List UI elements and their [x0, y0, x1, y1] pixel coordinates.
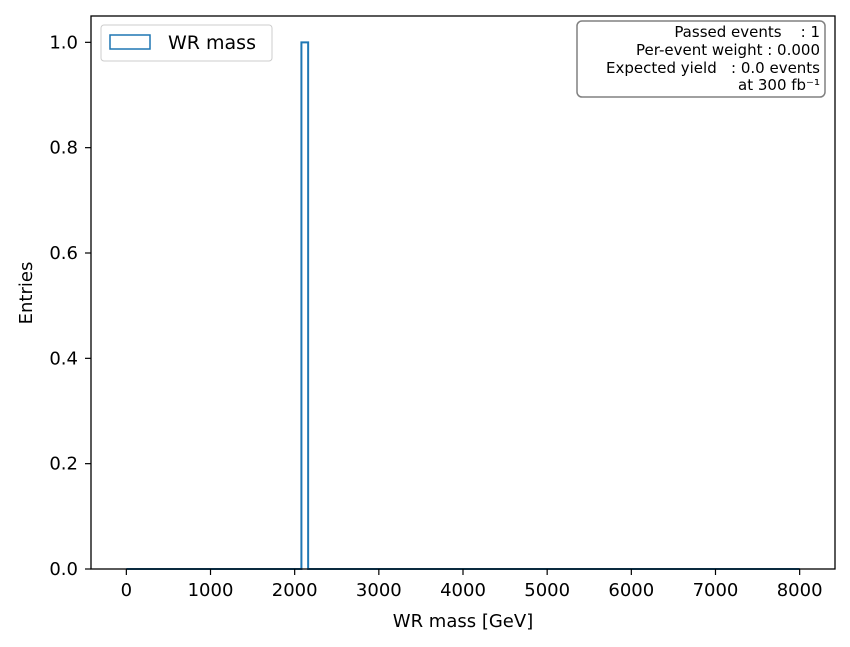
legend-swatch — [109, 34, 151, 50]
x-tick-label: 0 — [121, 580, 132, 601]
y-axis-label: Entries — [16, 262, 37, 325]
x-tick-label: 3000 — [356, 580, 402, 601]
legend-entry-label: WR mass — [168, 32, 256, 54]
x-tick-label: 1000 — [188, 580, 234, 601]
y-tick-label: 0.2 — [49, 454, 78, 475]
x-tick-label: 7000 — [693, 580, 739, 601]
info-box-frame — [576, 20, 826, 98]
x-tick-label: 5000 — [524, 580, 570, 601]
legend: WR mass — [100, 24, 273, 62]
x-tick-label: 2000 — [272, 580, 318, 601]
y-tick-label: 0.6 — [49, 243, 78, 264]
y-tick-label: 0.8 — [49, 138, 78, 159]
x-axis-label: WR mass [GeV] — [393, 611, 533, 632]
info-line-expected-yield: Expected yield : 0.0 events — [606, 59, 820, 77]
x-tick-label: 6000 — [608, 580, 654, 601]
y-tick-label: 0.4 — [49, 348, 78, 369]
y-tick-label: 1.0 — [49, 32, 78, 53]
x-tick-label: 4000 — [440, 580, 486, 601]
x-axis-ticks: 0 1000 2000 3000 4000 5000 6000 7000 8000 — [121, 569, 823, 601]
legend-frame — [100, 24, 273, 62]
info-line-per-event-weight: Per-event weight : 0.000 — [636, 41, 820, 59]
y-tick-label: 0.0 — [49, 559, 78, 580]
y-axis-ticks: 0.0 0.2 0.4 0.6 0.8 1.0 — [49, 32, 91, 580]
info-box: Passed events : 1 Per-event weight : 0.0… — [576, 20, 826, 98]
info-line-passed-events: Passed events : 1 — [674, 23, 820, 41]
x-tick-label: 8000 — [777, 580, 823, 601]
info-line-luminosity: at 300 fb⁻¹ — [738, 76, 820, 94]
